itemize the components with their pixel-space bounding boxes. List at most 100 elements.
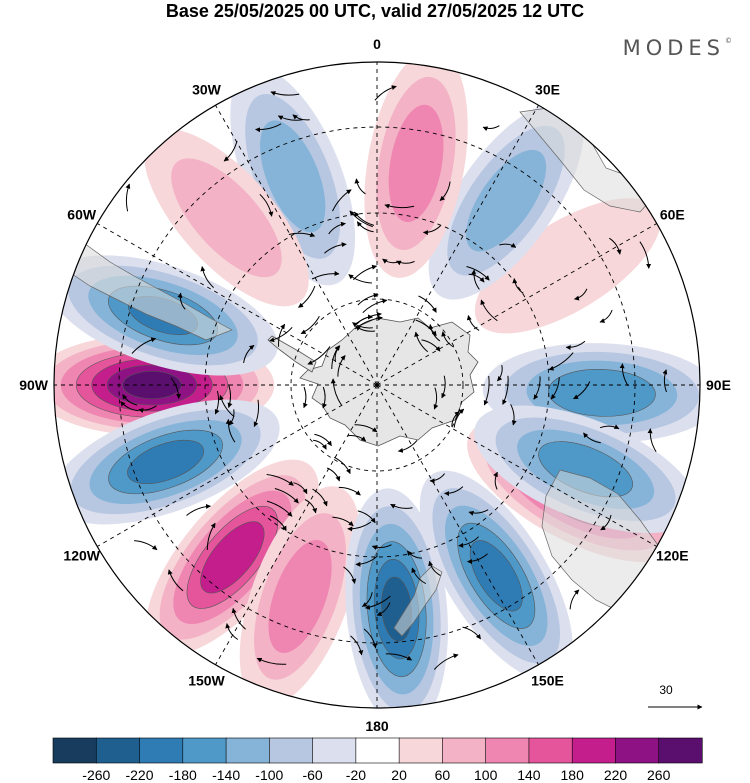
colorbar-tick-label: 140 xyxy=(517,767,541,783)
colorbar-tick-label: 220 xyxy=(604,767,628,783)
streamline-arrow xyxy=(330,378,343,406)
colorbar-tick-label: 100 xyxy=(474,767,498,783)
colorbar-tick-label: 60 xyxy=(435,767,451,783)
streamline-arrow xyxy=(138,405,157,413)
streamline-arrow xyxy=(619,363,629,387)
anomaly-contour xyxy=(127,439,204,485)
streamline-arrow xyxy=(131,337,157,354)
streamline-arrow xyxy=(338,486,361,496)
streamline-arrow xyxy=(466,266,490,281)
streamline-arrow xyxy=(371,544,392,550)
streamline-arrow xyxy=(225,418,236,443)
longitude-label: 0 xyxy=(373,36,381,52)
streamline-arrow xyxy=(462,626,482,640)
streamline-arrow xyxy=(352,322,373,329)
longitude-label: 120E xyxy=(656,548,689,564)
streamline-arrow xyxy=(353,264,378,281)
meridian-line xyxy=(376,384,657,547)
streamline-arrow xyxy=(364,595,391,610)
streamline-arrow xyxy=(418,295,437,313)
anomaly-blob xyxy=(474,198,661,334)
streamline-arrow xyxy=(362,298,388,313)
colorbar-swatch xyxy=(95,737,141,764)
streamline-arrow xyxy=(441,375,447,399)
streamline-arrow xyxy=(125,183,131,212)
colorbar-swatch xyxy=(442,737,487,764)
streamline-arrow xyxy=(569,589,580,610)
new-zealand xyxy=(393,565,443,637)
colorbar-tick-label: -100 xyxy=(255,767,283,783)
streamline-arrow xyxy=(480,299,498,322)
streamline-arrow xyxy=(266,500,293,517)
streamline-arrow xyxy=(313,439,327,450)
streamline-arrow xyxy=(510,404,517,426)
meridian-line xyxy=(215,105,378,386)
streamline-arrow xyxy=(278,323,286,347)
longitude-label: 30W xyxy=(192,82,222,98)
streamline-arrow xyxy=(599,309,613,323)
streamline-arrow xyxy=(599,424,620,430)
streamline-arrow xyxy=(421,339,441,352)
colorbar-swatch xyxy=(485,737,530,764)
streamline-arrow xyxy=(304,499,318,514)
colorbar-swatch xyxy=(225,737,270,764)
longitude-label: 60W xyxy=(67,207,97,223)
streamline-arrow xyxy=(374,85,397,101)
streamline-arrow xyxy=(227,384,233,408)
streamline-arrow xyxy=(177,292,186,310)
streamline-arrow xyxy=(350,635,364,656)
streamline-arrow xyxy=(357,292,379,306)
streamline-arrow xyxy=(433,653,459,670)
streamline-arrow xyxy=(333,456,351,475)
anomaly-contour xyxy=(465,149,547,252)
streamline-arrow xyxy=(348,274,372,284)
streamline-arrow xyxy=(122,394,138,406)
colorbar-tick-label: -220 xyxy=(125,767,153,783)
streamline-arrow xyxy=(550,377,560,400)
streamline-arrow xyxy=(277,115,303,121)
streamline-arrow xyxy=(502,375,509,405)
streamline-arrow xyxy=(574,288,588,301)
streamline-arrow xyxy=(354,211,375,226)
anomaly-blob xyxy=(419,470,573,681)
streamline-arrow xyxy=(354,424,378,433)
streamline-arrow xyxy=(206,522,216,551)
anomaly-contour xyxy=(469,540,523,612)
streamline-arrow xyxy=(170,377,182,399)
streamline-arrow xyxy=(186,503,211,516)
streamline-arrow xyxy=(303,386,308,409)
streamline-arrow xyxy=(167,569,184,592)
streamline-arrow xyxy=(415,319,437,337)
streamline-arrow xyxy=(292,114,310,121)
anomaly-contour xyxy=(388,104,444,223)
streamline-arrow xyxy=(324,242,347,254)
reference-vector-label: 30 xyxy=(659,683,673,697)
streamline-arrow xyxy=(493,471,498,490)
streamline-arrow xyxy=(298,285,316,308)
streamline-arrow xyxy=(385,653,413,661)
streamline-arrow xyxy=(411,567,427,585)
streamline-arrow xyxy=(512,278,524,294)
colorbar-swatch xyxy=(269,737,314,764)
streamline-arrow xyxy=(573,381,591,400)
map-boundary xyxy=(53,61,701,709)
streamline-arrow xyxy=(312,488,328,507)
streamline-arrow xyxy=(322,386,327,409)
anomaly-contour xyxy=(268,539,332,653)
streamline-arrow xyxy=(337,355,346,377)
meridian-line xyxy=(376,223,657,386)
streamline-arrow xyxy=(259,193,274,217)
streamline-arrow xyxy=(269,515,287,532)
streamline-arrow xyxy=(429,473,445,484)
streamline-arrow xyxy=(328,221,346,235)
streamline-arrow xyxy=(256,657,287,665)
meridian-line xyxy=(97,384,378,547)
streamline-arrow xyxy=(451,411,460,427)
streamline-arrow xyxy=(225,623,239,640)
streamline-arrow xyxy=(349,210,373,228)
colorbar-tick-label: -140 xyxy=(212,767,240,783)
longitude-label: 60E xyxy=(660,207,685,223)
streamline-arrow xyxy=(134,540,158,551)
streamline-arrow xyxy=(347,521,372,532)
